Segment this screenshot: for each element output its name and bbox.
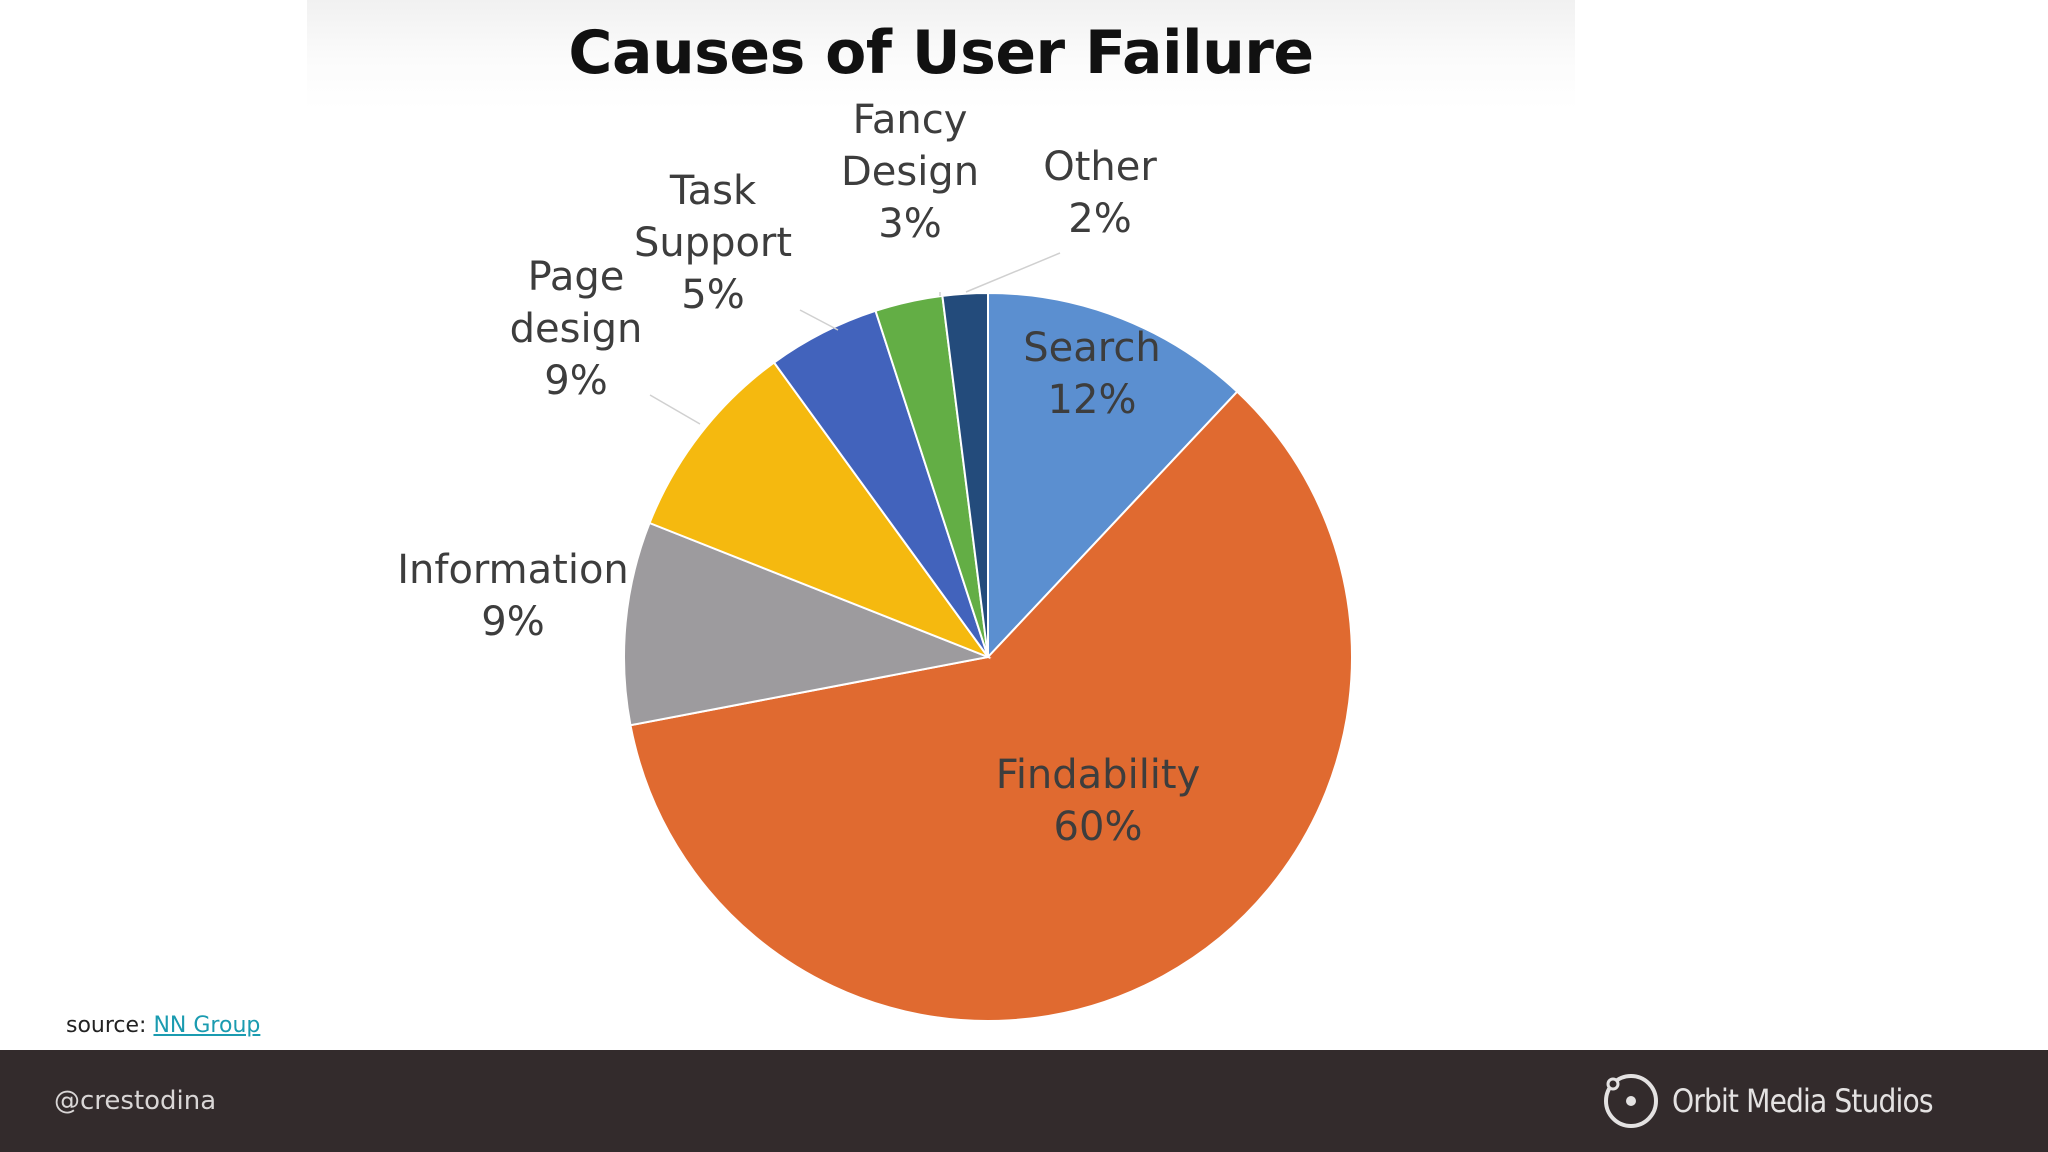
slice-label-line: Information <box>397 547 629 593</box>
slice-label-fancy: Fancy Design 3% <box>841 97 979 247</box>
slice-label-line: Task <box>669 168 757 214</box>
chart-title: Causes of User Failure <box>568 18 1314 88</box>
slice-label-line: 9% <box>481 599 544 645</box>
slice-label-line: Other <box>1043 144 1157 190</box>
slice-label-information: Information 9% <box>397 547 629 645</box>
brand: Orbit Media Studios <box>1602 1072 1968 1130</box>
pie-slice-other <box>941 291 989 658</box>
slice-label-line: 3% <box>878 201 941 247</box>
orbit-logo-icon <box>1603 1074 1658 1128</box>
pie-slice-search <box>987 291 1239 660</box>
slice-label-line: 2% <box>1068 196 1131 242</box>
slice-label-findability: Findability 60% <box>996 752 1201 850</box>
slice-label-line: Findability <box>996 752 1201 798</box>
source-prefix: source: <box>66 1013 154 1038</box>
slice-label-page: Page design 9% <box>510 254 643 404</box>
leader-line <box>965 252 1061 293</box>
source-link[interactable]: NN Group <box>153 1013 261 1038</box>
footer-bar: @crestodina Orbit Media Studios <box>0 1050 2048 1152</box>
slice-label-line: 5% <box>681 272 744 318</box>
slice-label-line: 12% <box>1048 377 1137 423</box>
slice-label-search: Search 12% <box>1023 325 1160 423</box>
slice-label-task: Task Support 5% <box>634 168 792 318</box>
slice-label-line: Page <box>528 254 625 300</box>
slice-label-line: Fancy <box>853 97 968 143</box>
brand-name: Orbit Media Studios <box>1671 1082 1933 1120</box>
leader-line <box>799 309 839 331</box>
twitter-handle: @crestodina <box>54 1086 217 1116</box>
slice-label-line: design <box>510 306 643 352</box>
slice-label-line: Design <box>841 149 979 195</box>
pie-slice-information <box>623 521 992 727</box>
slice-label-line: Search <box>1023 325 1160 371</box>
slice-label-line: Support <box>634 220 792 266</box>
pie-slice-findability <box>629 390 1353 1022</box>
slice-label-line: 9% <box>544 358 607 404</box>
slice-label-line: 60% <box>1054 804 1143 850</box>
slice-label-other: Other 2% <box>1043 144 1157 242</box>
pie-slice-page <box>648 361 991 660</box>
source-line: source: NN Group <box>66 1013 260 1038</box>
leader-line <box>649 394 701 425</box>
